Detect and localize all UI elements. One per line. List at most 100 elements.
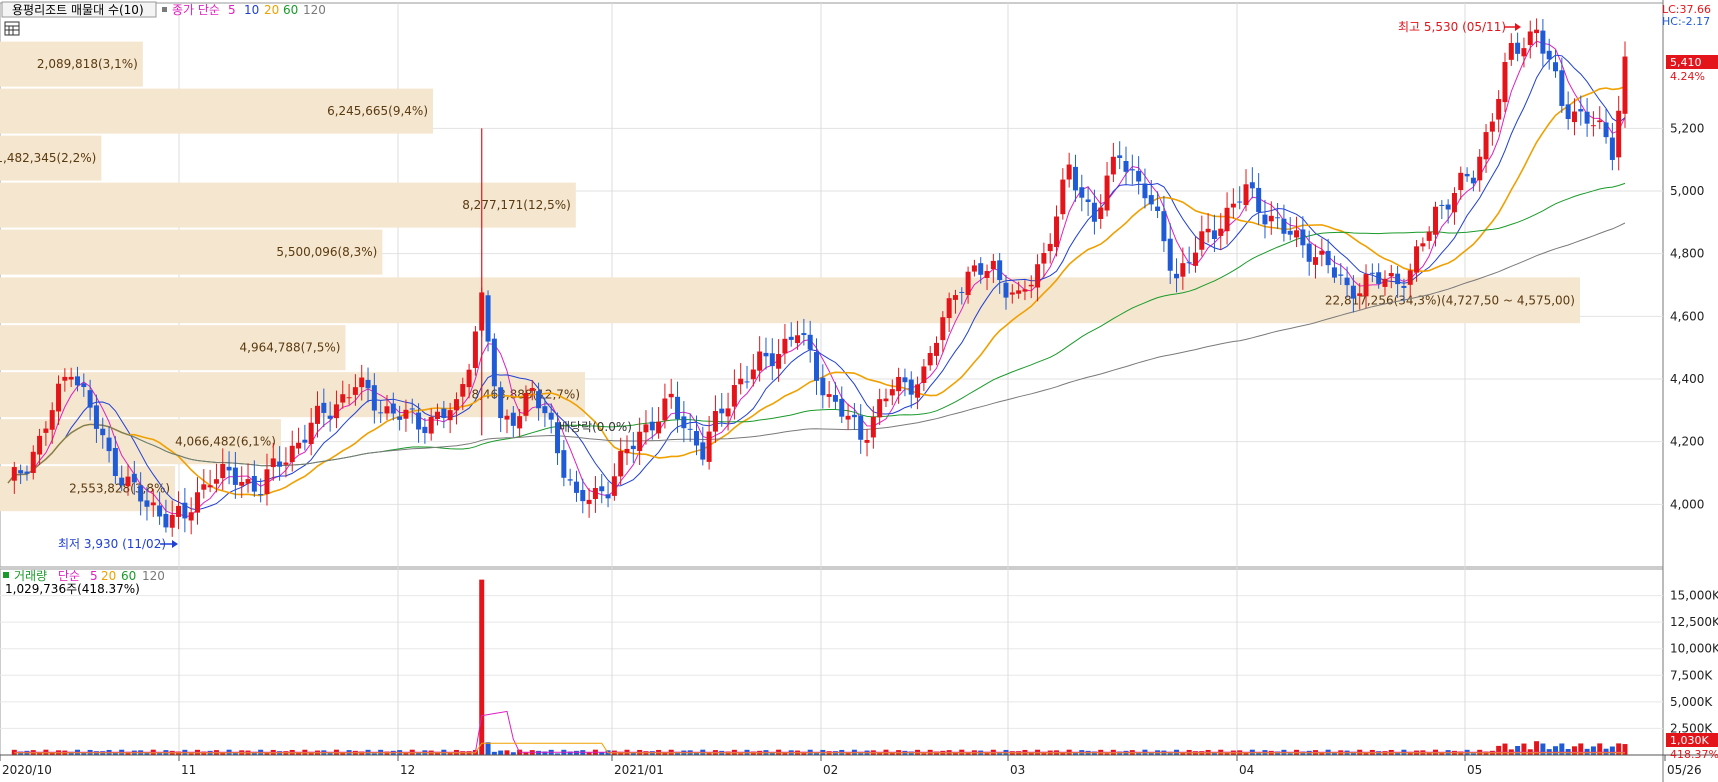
volume-bar bbox=[1590, 746, 1596, 755]
candle-down bbox=[232, 467, 238, 485]
date-tick-label: 2021/01 bbox=[614, 763, 664, 777]
candle-up bbox=[1268, 215, 1274, 222]
candle-up bbox=[523, 393, 529, 416]
candle-down bbox=[1256, 187, 1262, 213]
candle-down bbox=[1249, 182, 1255, 189]
volume-profile-label: 1,482,345(2,2%) bbox=[0, 151, 96, 165]
candle-down bbox=[144, 500, 150, 507]
candle-down bbox=[719, 408, 725, 414]
candle-up bbox=[188, 512, 194, 521]
candle-up bbox=[706, 431, 712, 462]
candle-up bbox=[150, 502, 156, 506]
candle-down bbox=[1325, 250, 1331, 266]
volume-bar bbox=[1578, 743, 1584, 755]
candle-up bbox=[990, 260, 996, 270]
candle-up bbox=[927, 353, 933, 366]
candle-up bbox=[56, 383, 62, 412]
volume-profile: 2,089,818(3,1%) 6,245,665(9,4%) 1,482,345(… bbox=[0, 41, 1580, 512]
candle-down bbox=[687, 428, 693, 430]
volume-bar bbox=[485, 742, 491, 755]
candle-down bbox=[327, 415, 333, 419]
date-tick-label: 11 bbox=[181, 763, 196, 777]
candle-up bbox=[877, 399, 883, 418]
chart-title[interactable]: 용평리조트 매물대 수(10) bbox=[12, 3, 144, 17]
volume-bar bbox=[371, 753, 377, 755]
candle-down bbox=[1559, 70, 1565, 106]
candle-up bbox=[176, 505, 182, 517]
high-annotation: 최고 5,530 (05/11) bbox=[1398, 20, 1506, 34]
candle-up bbox=[1312, 257, 1318, 265]
volume-bar bbox=[1502, 743, 1508, 755]
volume-bar bbox=[599, 752, 605, 755]
candle-down bbox=[561, 450, 567, 478]
candle-up bbox=[62, 376, 68, 381]
volume-profile-bar bbox=[0, 229, 383, 275]
candle-down bbox=[416, 412, 422, 430]
candle-up bbox=[453, 399, 459, 411]
candle-up bbox=[1218, 228, 1224, 236]
candle-down bbox=[441, 408, 447, 418]
volume-bar bbox=[801, 751, 807, 755]
date-tick-label: 02 bbox=[823, 763, 838, 777]
volume-bar bbox=[1319, 752, 1325, 755]
date-tick-label: 12 bbox=[400, 763, 415, 777]
price-tick-label: 4,600 bbox=[1670, 309, 1704, 323]
price-tick-label: 4,200 bbox=[1670, 435, 1704, 449]
volume-tick-label: 7,500K bbox=[1670, 668, 1713, 682]
volume-tick-label: 5,000K bbox=[1670, 695, 1713, 709]
volume-profile-bar bbox=[0, 88, 434, 134]
price-tick-label: 5,000 bbox=[1670, 184, 1704, 198]
candle-up bbox=[169, 514, 175, 528]
title-box[interactable] bbox=[1, 1, 157, 18]
candle-down bbox=[1161, 211, 1167, 242]
candle-up bbox=[264, 469, 270, 494]
candle-up bbox=[1319, 250, 1325, 255]
candle-up bbox=[213, 479, 219, 484]
candle-up bbox=[946, 298, 952, 319]
candle-down bbox=[1142, 183, 1148, 199]
legend-swatch bbox=[162, 7, 167, 12]
candle-up bbox=[220, 463, 226, 479]
candle-up bbox=[662, 398, 668, 421]
volume-bar bbox=[264, 753, 270, 755]
volume-bar bbox=[1028, 752, 1034, 755]
candle-up bbox=[1571, 111, 1577, 123]
candle-down bbox=[769, 353, 775, 367]
candle-down bbox=[1300, 229, 1306, 246]
candle-down bbox=[163, 513, 169, 528]
volume-profile-label: 2,089,818(3,1%) bbox=[37, 57, 138, 71]
candle-up bbox=[125, 476, 131, 487]
volume-profile-bar bbox=[0, 135, 102, 181]
candle-up bbox=[308, 422, 314, 444]
candle-down bbox=[1117, 155, 1123, 158]
candle-up bbox=[1357, 293, 1363, 296]
price-tick-label: 5,200 bbox=[1670, 121, 1704, 135]
volume-bar bbox=[68, 751, 74, 755]
volume-bar bbox=[738, 753, 744, 755]
volume-bar bbox=[1256, 752, 1262, 755]
candle-down bbox=[390, 403, 396, 414]
candle-down bbox=[1338, 274, 1344, 276]
candle-up bbox=[346, 397, 352, 399]
candle-down bbox=[1439, 204, 1445, 206]
candle-up bbox=[738, 378, 744, 385]
candle-down bbox=[1129, 169, 1135, 171]
volume-bar bbox=[858, 751, 864, 755]
volume-bar bbox=[491, 751, 497, 755]
date-tick-label: 2020/10 bbox=[2, 763, 52, 777]
candle-down bbox=[700, 442, 706, 460]
candle-up bbox=[296, 442, 302, 449]
volume-bar bbox=[1104, 753, 1110, 755]
candle-up bbox=[1199, 231, 1205, 250]
candle-up bbox=[472, 331, 478, 369]
volume-bar bbox=[1609, 746, 1615, 755]
candle-up bbox=[529, 387, 535, 391]
candle-down bbox=[675, 396, 681, 420]
calendar-icon[interactable] bbox=[4, 21, 20, 36]
volume-bar bbox=[81, 753, 87, 755]
volume-bar bbox=[618, 751, 624, 755]
candle-down bbox=[567, 479, 573, 481]
candle-up bbox=[952, 295, 958, 300]
volume-bar bbox=[586, 752, 592, 755]
candle-down bbox=[1136, 170, 1142, 182]
